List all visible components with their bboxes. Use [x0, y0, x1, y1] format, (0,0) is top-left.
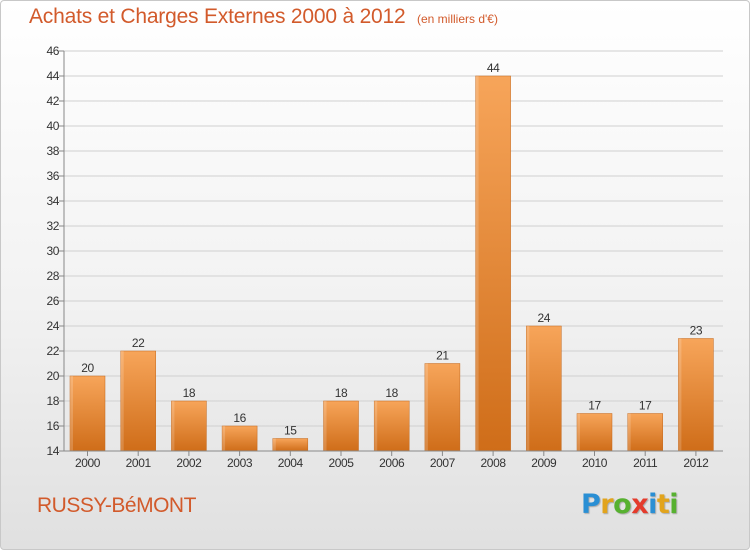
chart-title: Achats et Charges Externes 2000 à 2012 — [29, 5, 406, 28]
y-tick-label: 14 — [46, 444, 59, 458]
x-tick-label: 2011 — [633, 456, 658, 470]
y-tick-label: 28 — [46, 269, 59, 283]
bar-highlight — [627, 413, 631, 451]
bars — [69, 75, 714, 452]
chart-subtitle: (en milliers d'€) — [417, 12, 498, 26]
bar-2011 — [627, 413, 663, 452]
logo-letter: P — [581, 489, 601, 520]
x-tick-label: 2003 — [227, 456, 253, 470]
y-tick-label: 22 — [46, 344, 59, 358]
bar-highlight — [374, 401, 378, 451]
y-tick-label: 34 — [46, 194, 59, 208]
data-label: 18 — [335, 386, 348, 400]
data-label: 23 — [690, 324, 703, 338]
logo-letter: o — [613, 489, 632, 520]
logo-letter: r — [600, 489, 614, 520]
y-tick-label: 38 — [46, 144, 59, 158]
bar-2005 — [323, 400, 359, 452]
bar-highlight — [678, 338, 682, 451]
data-label: 15 — [284, 424, 297, 438]
bar-2004 — [272, 438, 309, 452]
bar-2007 — [424, 363, 461, 452]
bar-2003 — [221, 425, 258, 452]
bar-2012 — [678, 338, 714, 452]
y-tick-label: 30 — [46, 244, 59, 258]
x-tick-label: 2012 — [683, 456, 709, 470]
data-label: 22 — [132, 336, 145, 350]
bar-highlight — [272, 438, 276, 451]
y-tick-label: 16 — [46, 419, 59, 433]
data-label: 16 — [233, 411, 246, 425]
y-tick-labels: 14 16 18 20 22 24 26 28 30 32 34 36 38 40 42 44 46 — [46, 44, 64, 458]
bar-2002 — [171, 400, 207, 452]
data-label: 17 — [588, 399, 601, 413]
logo-letter: x — [631, 489, 649, 520]
bar-highlight — [323, 401, 327, 451]
bar-2001 — [120, 350, 156, 452]
x-tick-label: 2005 — [328, 456, 354, 470]
x-tick-label: 2008 — [481, 456, 507, 470]
data-labels: 20 22 18 16 15 18 18 21 44 24 17 17 23 — [81, 61, 703, 438]
logo-letter: t — [656, 489, 670, 520]
x-tick-labels: 2000 2001 2002 2003 2004 2005 2006 2007 2008 2009… — [75, 451, 710, 470]
bar-highlight — [171, 401, 175, 451]
bar-2000 — [69, 375, 106, 452]
y-tick-label: 26 — [46, 294, 59, 308]
y-tick-label: 36 — [46, 169, 59, 183]
y-tick-label: 18 — [46, 394, 59, 408]
y-tick-label: 44 — [46, 69, 59, 83]
data-label: 44 — [487, 61, 500, 75]
x-tick-label: 2002 — [176, 456, 202, 470]
data-label: 21 — [436, 349, 449, 363]
bar-highlight — [475, 76, 479, 451]
x-tick-label: 2004 — [278, 456, 304, 470]
y-tick-label: 42 — [46, 94, 59, 108]
x-tick-label: 2009 — [531, 456, 557, 470]
bar-highlight — [577, 413, 580, 451]
data-label: 18 — [183, 386, 196, 400]
proxiti-logo[interactable]: Proxiti — [581, 489, 679, 520]
bar-highlight — [424, 363, 428, 451]
data-label: 18 — [385, 386, 398, 400]
logo-letter: i — [669, 489, 679, 520]
x-tick-label: 2001 — [126, 456, 152, 470]
y-tick-label: 46 — [46, 44, 59, 58]
data-label: 17 — [639, 399, 652, 413]
x-tick-label: 2007 — [430, 456, 456, 470]
x-tick-label: 2010 — [582, 456, 608, 470]
x-tick-label: 2006 — [379, 456, 405, 470]
data-label: 20 — [81, 361, 94, 375]
bar-highlight — [70, 376, 73, 451]
bar-highlight — [526, 326, 530, 451]
bar-2008 — [475, 75, 511, 452]
bar-2010 — [576, 413, 613, 452]
bar-highlight — [120, 351, 124, 451]
bar-2006 — [373, 400, 410, 452]
y-tick-label: 24 — [46, 319, 59, 333]
commune-name: RUSSY-BéMONT — [37, 494, 196, 517]
y-tick-label: 32 — [46, 219, 59, 233]
bar-highlight — [222, 426, 226, 451]
y-tick-label: 40 — [46, 119, 59, 133]
data-label: 24 — [538, 311, 551, 325]
grid-lines — [64, 50, 723, 427]
y-tick-label: 20 — [46, 369, 59, 383]
bar-2009 — [526, 325, 562, 452]
x-tick-label: 2000 — [75, 456, 101, 470]
logo-letter: i — [648, 489, 657, 520]
